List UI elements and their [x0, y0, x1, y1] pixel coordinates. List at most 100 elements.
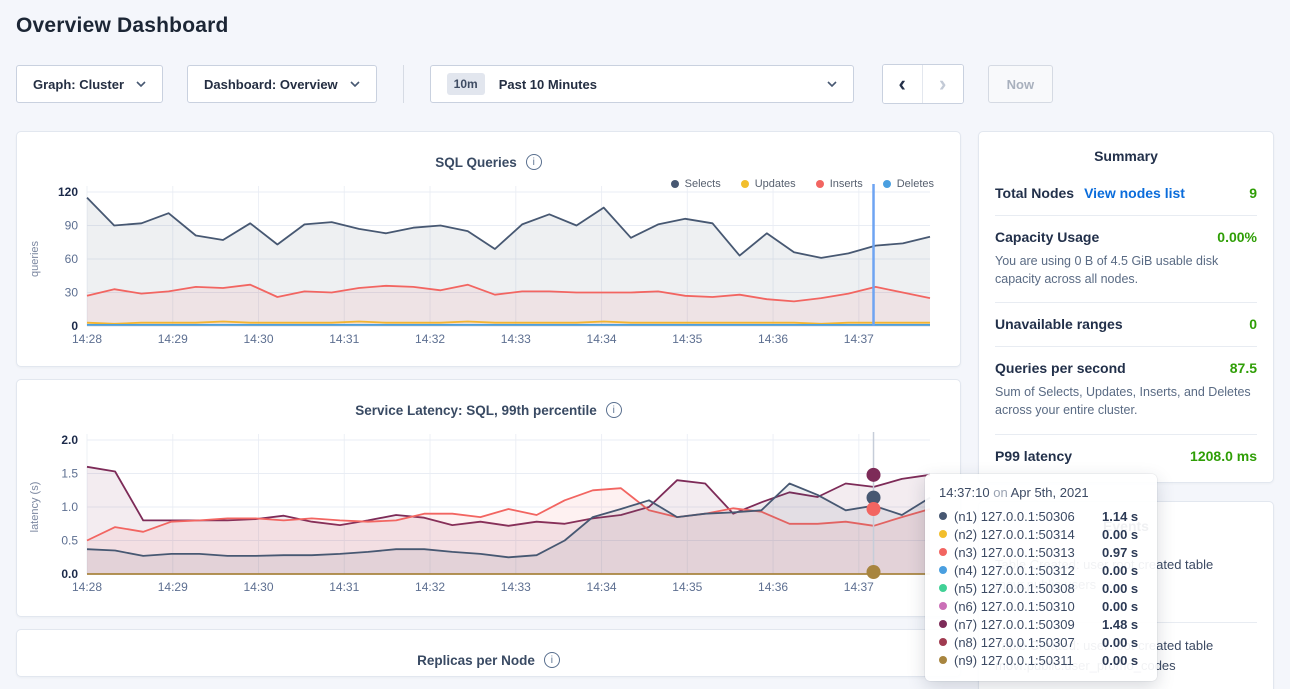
- legend-dot-icon: [740, 180, 749, 188]
- legend-item[interactable]: Updates: [740, 178, 796, 190]
- svg-text:2.0: 2.0: [61, 433, 78, 447]
- tooltip-node-value: 0.00 s: [1102, 652, 1139, 668]
- tooltip-timestamp: 14:37:10 on Apr 5th, 2021: [939, 485, 1089, 500]
- svg-text:14:31: 14:31: [329, 580, 359, 594]
- info-icon[interactable]: i: [543, 652, 560, 668]
- graph-scope-dropdown[interactable]: Graph: Cluster: [16, 65, 164, 103]
- latency-hover-tooltip: 14:37:10 on Apr 5th, 2021 (n1) 127.0.0.1…: [925, 474, 1157, 681]
- summary-row-value: 1208.0 ms: [1190, 447, 1257, 464]
- tooltip-node-value: 0.00 s: [1102, 580, 1139, 596]
- tooltip-node-value: 0.00 s: [1102, 526, 1139, 542]
- tooltip-node-value: 0.00 s: [1102, 562, 1139, 578]
- tooltip-node-address: (n7) 127.0.0.1:50309: [954, 616, 1075, 632]
- info-icon[interactable]: i: [525, 154, 542, 170]
- tooltip-node-address: (n3) 127.0.0.1:50313: [954, 544, 1075, 560]
- tooltip-node-value: 0.97 s: [1102, 544, 1139, 560]
- legend-label: Deletes: [896, 178, 934, 190]
- svg-text:14:34: 14:34: [587, 332, 617, 346]
- summary-rows: Total Nodes View nodes list 9 Capacity U…: [995, 172, 1257, 478]
- legend-dot-icon: [670, 180, 679, 188]
- legend-dot-icon: [882, 180, 891, 188]
- dashboard-dropdown[interactable]: Dashboard: Overview: [187, 65, 377, 103]
- legend-item[interactable]: Deletes: [882, 178, 934, 190]
- svg-text:14:31: 14:31: [329, 332, 359, 346]
- summary-row: Total Nodes View nodes list 9: [995, 172, 1257, 215]
- dashboard-label: Dashboard: Overview: [204, 76, 338, 92]
- tooltip-node-value: 1.48 s: [1102, 616, 1139, 632]
- svg-text:14:30: 14:30: [244, 580, 274, 594]
- svg-text:14:34: 14:34: [587, 580, 617, 594]
- svg-text:0.5: 0.5: [61, 534, 78, 548]
- svg-text:60: 60: [65, 252, 79, 266]
- legend-label: Inserts: [829, 178, 863, 190]
- legend-dot-icon: [815, 180, 824, 188]
- tooltip-node-address: (n5) 127.0.0.1:50308: [954, 580, 1075, 596]
- summary-row-value: 0: [1249, 316, 1257, 333]
- summary-row-label: Total Nodes: [995, 185, 1075, 201]
- tooltip-node-address: (n2) 127.0.0.1:50314: [954, 526, 1075, 542]
- svg-text:14:36: 14:36: [758, 580, 788, 594]
- service-latency-chart[interactable]: 14:28 14:29 14:30 14:31 14:32 14:33 14:34 14:35…: [25, 424, 954, 609]
- chevron-down-icon: [827, 81, 837, 87]
- tooltip-node-address: (n1) 127.0.0.1:50306: [954, 508, 1075, 524]
- summary-row: Capacity Usage 0.00% You are using 0 B o…: [995, 215, 1257, 302]
- tooltip-node-address: (n4) 127.0.0.1:50312: [954, 562, 1075, 578]
- svg-text:14:33: 14:33: [501, 332, 531, 346]
- view-nodes-list-link[interactable]: View nodes list: [1084, 185, 1185, 201]
- sql-queries-chart[interactable]: 14:28 14:29 14:30 14:31 14:32 14:33 14:34 14:35…: [25, 176, 954, 361]
- tooltip-node-value: 0.00 s: [1102, 634, 1139, 650]
- time-range-label: Past 10 Minutes: [498, 76, 597, 92]
- graph-scope-label: Graph: Cluster: [33, 76, 125, 92]
- node-color-dot-icon: [939, 656, 947, 664]
- now-button[interactable]: Now: [987, 65, 1054, 103]
- svg-text:14:37: 14:37: [844, 580, 874, 594]
- svg-text:14:33: 14:33: [501, 580, 531, 594]
- tooltip-rows: (n1) 127.0.0.1:50306 1.14 s (n2) 127.0.0…: [939, 507, 1143, 669]
- time-range-dropdown[interactable]: 10m Past 10 Minutes: [429, 65, 854, 103]
- info-icon[interactable]: i: [605, 402, 622, 418]
- tooltip-row: (n5) 127.0.0.1:50308 0.00 s: [939, 579, 1143, 597]
- summary-row-label: Capacity Usage: [995, 229, 1100, 245]
- summary-row-label: Queries per second: [995, 360, 1126, 377]
- chevron-down-icon: [136, 81, 146, 87]
- legend-item[interactable]: Inserts: [815, 178, 863, 190]
- chart-title-service-latency: Service Latency: SQL, 99th percentile: [355, 402, 597, 418]
- node-color-dot-icon: [939, 548, 947, 556]
- node-color-dot-icon: [939, 512, 947, 520]
- node-color-dot-icon: [939, 620, 947, 628]
- svg-text:latency (s): latency (s): [29, 482, 41, 533]
- page-title: Overview Dashboard: [16, 14, 229, 37]
- chevron-down-icon: [350, 81, 360, 87]
- time-back-button[interactable]: ‹: [882, 65, 923, 103]
- summary-row-description: You are using 0 B of 4.5 GiB usable disk…: [995, 254, 1219, 287]
- sql-legend: Selects Updates Inserts Deletes: [670, 178, 934, 190]
- legend-item[interactable]: Selects: [670, 178, 721, 190]
- svg-text:queries: queries: [29, 240, 41, 277]
- tooltip-row: (n7) 127.0.0.1:50309 1.48 s: [939, 615, 1143, 633]
- summary-row-value: 9: [1249, 185, 1257, 201]
- svg-text:1.0: 1.0: [61, 500, 78, 514]
- tooltip-row: (n3) 127.0.0.1:50313 0.97 s: [939, 543, 1143, 561]
- chart-title-replicas-per-node: Replicas per Node: [417, 652, 535, 668]
- node-color-dot-icon: [939, 584, 947, 592]
- time-range-badge: 10m: [446, 73, 485, 95]
- node-color-dot-icon: [939, 566, 947, 574]
- tooltip-node-address: (n6) 127.0.0.1:50310: [954, 598, 1075, 614]
- svg-text:1.5: 1.5: [61, 467, 78, 481]
- summary-title: Summary: [1094, 148, 1158, 164]
- sql-queries-panel: SQL Queries i Selects Updates Inserts De…: [16, 131, 961, 367]
- svg-text:14:28: 14:28: [72, 580, 102, 594]
- tooltip-node-address: (n8) 127.0.0.1:50307: [954, 634, 1075, 650]
- replicas-per-node-panel: Replicas per Node i: [16, 629, 961, 677]
- svg-text:14:32: 14:32: [415, 332, 445, 346]
- summary-row-description: Sum of Selects, Updates, Inserts, and De…: [995, 385, 1251, 418]
- svg-text:0.0: 0.0: [61, 567, 78, 581]
- node-color-dot-icon: [939, 638, 947, 646]
- time-forward-button[interactable]: ›: [922, 65, 963, 103]
- tooltip-node-value: 1.14 s: [1102, 508, 1139, 524]
- summary-row-value: 87.5: [1229, 360, 1257, 377]
- svg-text:90: 90: [65, 219, 79, 233]
- svg-text:14:30: 14:30: [244, 332, 274, 346]
- svg-text:14:29: 14:29: [158, 580, 188, 594]
- tooltip-row: (n2) 127.0.0.1:50314 0.00 s: [939, 525, 1143, 543]
